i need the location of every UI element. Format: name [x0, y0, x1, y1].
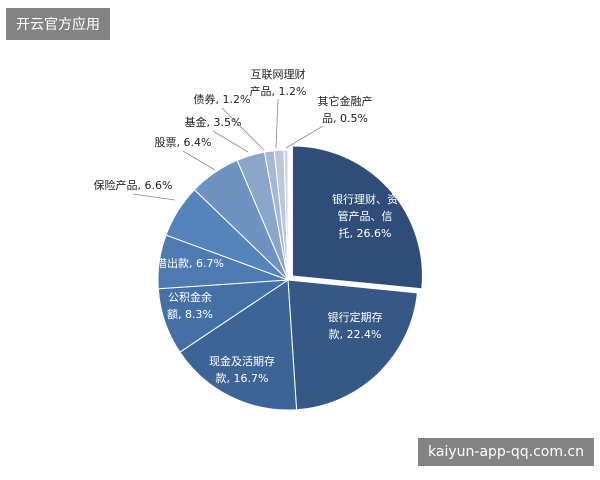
slice-label: 公积金余额, 8.3% — [167, 290, 213, 321]
pie-slice — [291, 145, 423, 290]
slice-label: 银行定期存款, 22.4% — [328, 310, 383, 341]
slice-label: 保险产品, 6.6% — [94, 178, 173, 192]
pie-slice — [287, 279, 418, 411]
leader-line — [132, 193, 176, 201]
pie-slice — [179, 279, 298, 411]
watermark: kaiyun-app-qq.com.cn — [418, 438, 594, 466]
slice-label: 互联网理财产品, 1.2% — [250, 67, 307, 98]
slice-label: 其它金融产品, 0.5% — [318, 94, 373, 125]
slice-label: 股票, 6.4% — [155, 136, 212, 149]
slice-label: 债券, 1.2% — [194, 92, 251, 106]
pie-slice — [283, 149, 289, 281]
slice-label: 借出款, 6.7% — [156, 256, 224, 270]
leader-line — [285, 125, 324, 149]
leader-line — [275, 98, 279, 149]
watermark: 开云官方应用 — [6, 8, 110, 40]
slice-label: 银行理财、资管产品、信托, 26.6% — [332, 192, 398, 240]
slice-label: 基金, 3.5% — [185, 115, 242, 129]
leader-line — [212, 130, 249, 153]
leader-line — [182, 150, 216, 171]
leader-line — [221, 107, 265, 151]
slice-label: 现金及活期存款, 16.7% — [209, 354, 275, 385]
